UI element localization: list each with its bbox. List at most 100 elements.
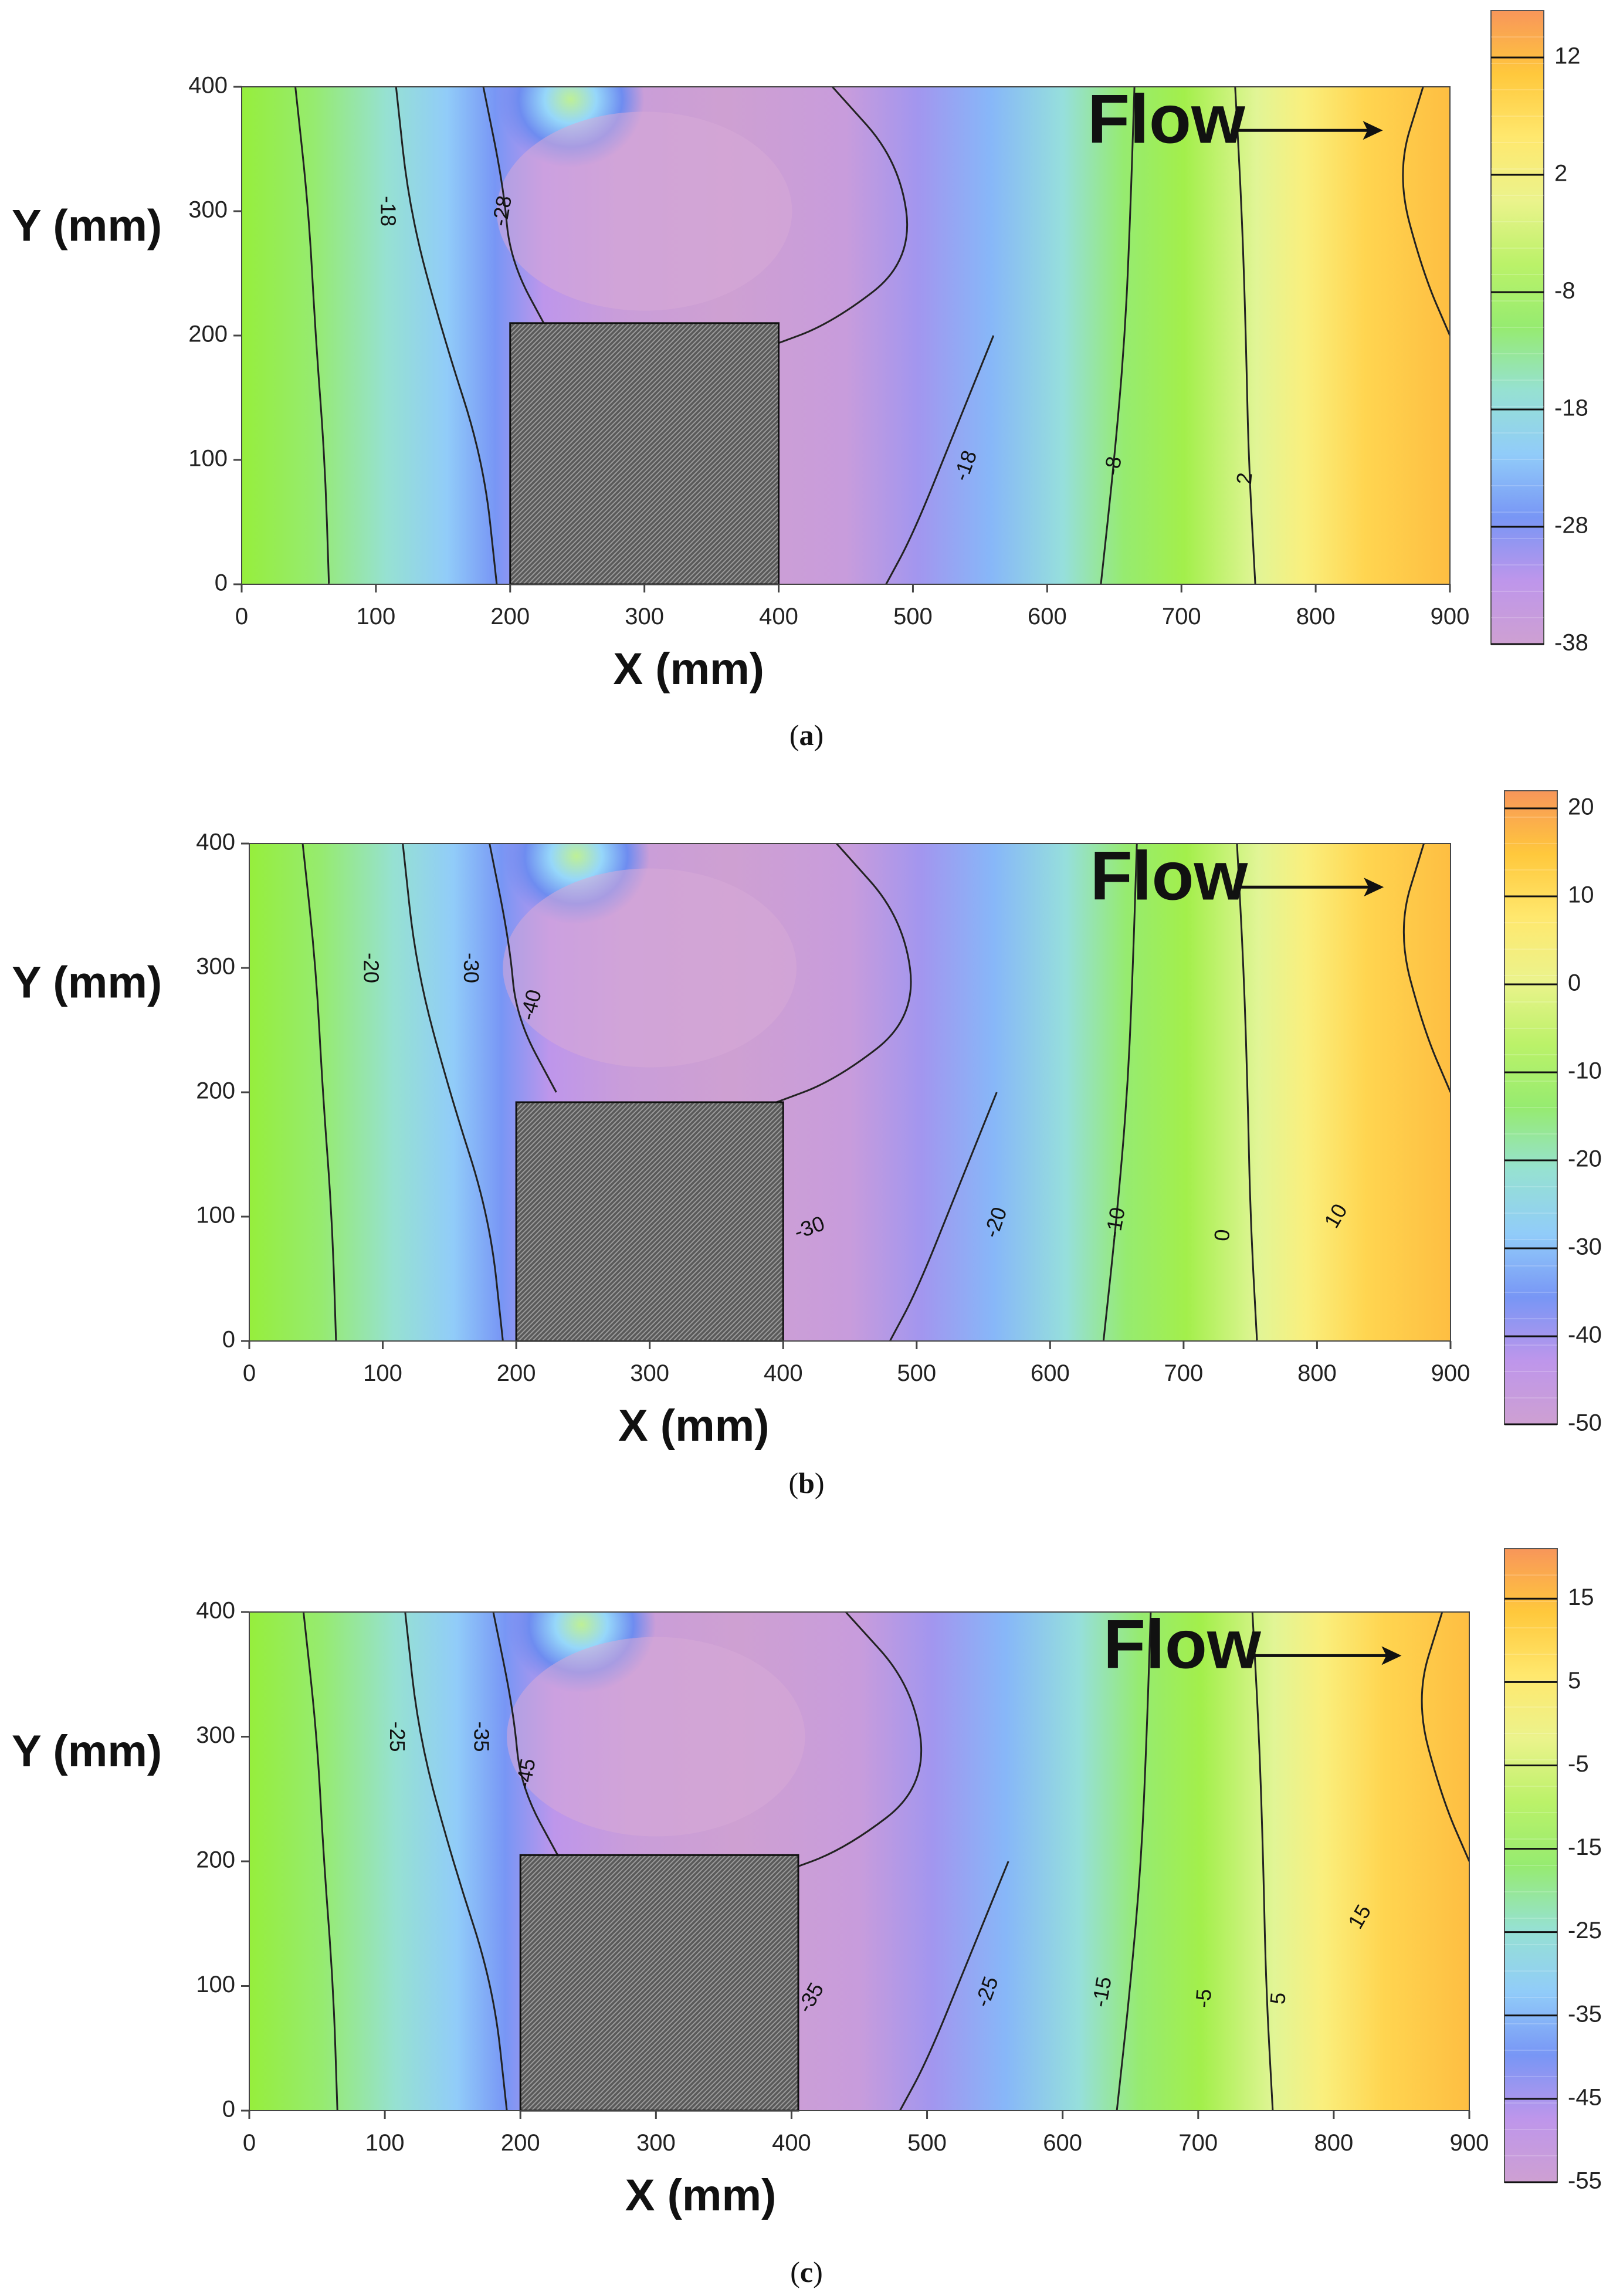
contour-line xyxy=(1236,844,1258,1341)
contour-line xyxy=(889,1092,998,1341)
colorbar-tick-label: 20 xyxy=(1568,794,1594,820)
contour-line xyxy=(489,844,557,1093)
x-tick-label: 400 xyxy=(759,604,798,629)
contour-label: -45 xyxy=(511,1757,540,1791)
obstacle-block xyxy=(519,1854,799,2112)
panel-c: -25 -35 -45 -35 -25 -15 -5 5 15 0 100 200 300 400 500 6… xyxy=(0,1525,1613,2291)
colorbar-tick-label: -15 xyxy=(1568,1834,1602,1860)
x-axis-title: X (mm) xyxy=(625,2170,777,2220)
x-axis-title: X (mm) xyxy=(618,1401,770,1451)
x-tick-label: 200 xyxy=(497,1360,536,1386)
contour-line xyxy=(302,1612,338,2111)
x-tick-label: 300 xyxy=(636,2130,676,2156)
colorbar-tick-label: -20 xyxy=(1568,1146,1602,1172)
x-axis-title: X (mm) xyxy=(613,644,764,694)
x-tick-label: 900 xyxy=(1450,2130,1489,2156)
contour-field xyxy=(249,1612,1469,2111)
low-pressure-core xyxy=(496,111,792,311)
colorbar-tick-label: -55 xyxy=(1568,2168,1602,2194)
x-tick-label: 500 xyxy=(907,2130,947,2156)
contour-line xyxy=(1116,1612,1152,2111)
colorbar-tick-label: 12 xyxy=(1554,43,1581,69)
contour-line xyxy=(765,87,909,349)
contour-line xyxy=(492,1612,562,1862)
flow-arrow-head xyxy=(1381,1646,1402,1665)
colorbar-tick-label: 0 xyxy=(1568,970,1581,996)
contour-label: 0 xyxy=(1209,1228,1235,1242)
contour-line xyxy=(294,87,330,584)
contour-label: -15 xyxy=(1087,1975,1116,2009)
colorbar-tick-label: -40 xyxy=(1568,1322,1602,1348)
contour-line xyxy=(1234,87,1256,584)
colorbar-tick-label: -45 xyxy=(1568,2084,1602,2110)
y-tick-label: 100 xyxy=(188,446,228,472)
y-axis-title: Y (mm) xyxy=(12,201,162,250)
contour-field xyxy=(242,87,1450,584)
y-axis-title: Y (mm) xyxy=(12,1726,162,1776)
contour-line xyxy=(777,1612,923,1875)
x-tick-label: 0 xyxy=(235,604,248,629)
low-pressure-core xyxy=(503,868,797,1068)
panel-caption: (a) xyxy=(789,719,824,751)
y-tick-label: 100 xyxy=(196,1972,235,1997)
colorbar xyxy=(1490,10,1544,645)
x-tick-label: 0 xyxy=(243,1360,256,1386)
contour-label: -25 xyxy=(385,1721,409,1752)
y-tick-label: 300 xyxy=(188,197,228,223)
contour-line xyxy=(1402,844,1451,1093)
x-tick-label: 300 xyxy=(625,604,664,629)
x-tick-label: 100 xyxy=(363,1360,402,1386)
colorbar-tick-label: -35 xyxy=(1568,2001,1602,2027)
x-tick-label: 500 xyxy=(897,1360,936,1386)
y-tick-label: 200 xyxy=(196,1078,235,1104)
contour-label: -10 xyxy=(1100,1205,1129,1240)
panel-b: -20 -30 -40 -30 -20 -10 0 10 0 100 200 300 400 500 600… xyxy=(0,757,1613,1522)
x-tick-label: 700 xyxy=(1178,2130,1218,2156)
contour-line xyxy=(769,844,912,1106)
x-tick-label: 100 xyxy=(365,2130,405,2156)
colorbar-tick-label: -28 xyxy=(1554,513,1588,539)
contour-label: 2 xyxy=(1232,472,1257,486)
contour-label: -8 xyxy=(1099,455,1126,478)
y-tick-label: 0 xyxy=(222,1327,235,1353)
contour-chart-a: -18 -28 -18 -8 2 0 100 200 300 400 500 600 700 800 900… xyxy=(12,10,1588,751)
x-tick-label: 700 xyxy=(1162,604,1201,629)
flow-arrow-head xyxy=(1363,121,1383,140)
obstacle-block xyxy=(509,322,780,585)
x-tick-label: 800 xyxy=(1314,2130,1354,2156)
contour-label: 5 xyxy=(1265,1992,1290,2006)
colorbar-tick-label: -18 xyxy=(1554,395,1588,421)
contour-line xyxy=(1100,87,1136,584)
contour-field xyxy=(249,844,1451,1341)
contour-line xyxy=(402,844,504,1341)
colorbar-tick-label: 10 xyxy=(1568,882,1594,908)
x-tick-label: 600 xyxy=(1031,1360,1070,1386)
contour-line xyxy=(404,1612,508,2111)
x-tick-label: 900 xyxy=(1431,1360,1470,1386)
colorbar-tick-label: -8 xyxy=(1554,278,1575,304)
contour-line xyxy=(885,335,995,584)
x-tick-label: 300 xyxy=(630,1360,669,1386)
flow-arrow-head xyxy=(1364,878,1384,897)
y-tick-label: 300 xyxy=(196,1722,235,1748)
colorbar-tick-label: -25 xyxy=(1568,1918,1602,1943)
low-pressure-core xyxy=(507,1637,805,1837)
x-tick-label: 900 xyxy=(1431,604,1470,629)
x-tick-label: 200 xyxy=(501,2130,540,2156)
y-tick-label: 0 xyxy=(215,570,228,596)
colorbar-tick-label: -50 xyxy=(1568,1410,1602,1436)
y-tick-label: 400 xyxy=(188,73,228,99)
contour-line xyxy=(395,87,498,584)
y-tick-label: 300 xyxy=(196,954,235,980)
contour-label: -18 xyxy=(377,196,401,226)
contour-line xyxy=(1251,1612,1274,2111)
contour-label: -30 xyxy=(459,953,483,983)
contour-line xyxy=(899,1861,1009,2111)
x-tick-label: 200 xyxy=(490,604,530,629)
y-tick-label: 200 xyxy=(196,1847,235,1873)
contour-line xyxy=(1402,87,1450,336)
colorbar-tick-label: -30 xyxy=(1568,1234,1602,1260)
x-tick-label: 500 xyxy=(893,604,933,629)
